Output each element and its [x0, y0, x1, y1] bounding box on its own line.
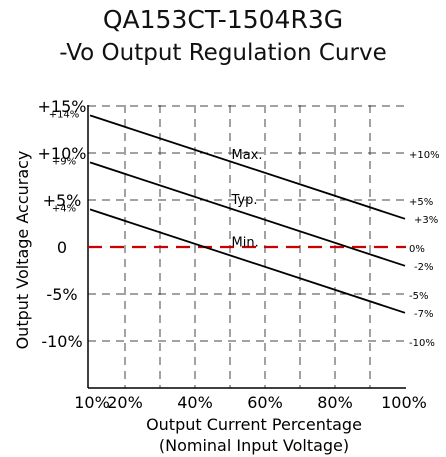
y-minor-label: +14% [49, 109, 80, 120]
series-label-min: Min. [232, 235, 259, 250]
right-minor-label: -7% [414, 309, 433, 320]
series-label-max: Max. [232, 148, 263, 163]
right-tick-labels: +10% +5% 0% -5% -10% +3% -2% -7% [409, 150, 440, 349]
y-tick-label: +10% [38, 144, 87, 163]
right-tick-label: 0% [409, 244, 425, 255]
y-tick-label: 0 [57, 238, 67, 257]
x-tick-label: 80% [317, 393, 353, 412]
x-tick-label: 10% [74, 393, 110, 412]
x-axis-sublabel: (Nominal Input Voltage) [159, 436, 349, 455]
x-tick-label: 60% [247, 393, 283, 412]
right-tick-label: +5% [409, 197, 433, 208]
series-line-min [89, 208, 406, 314]
series-label-typ: Typ. [231, 193, 258, 208]
y-tick-label: -5% [46, 285, 77, 304]
right-minor-label: +3% [414, 215, 438, 226]
right-minor-label: -2% [414, 262, 433, 273]
y-tick-label: -10% [41, 332, 82, 351]
right-tick-label: -5% [409, 291, 428, 302]
y-tick-label: +5% [43, 191, 82, 210]
right-tick-label: +10% [409, 150, 440, 161]
series-line-typ [89, 161, 406, 267]
x-tick-label: 20% [107, 393, 143, 412]
chart-title: QA153CT-1504R3G [103, 5, 343, 34]
y-tick-label: +15% [38, 97, 87, 116]
y-minor-label: +4% [52, 203, 76, 214]
left-tick-labels: +15% +10% +5% 0 -5% -10% +14% +9% +4% [38, 97, 87, 351]
series-layer: Max. Typ. Min. [89, 114, 406, 314]
x-axis-label: Output Current Percentage [146, 415, 362, 434]
y-minor-label: +9% [52, 156, 76, 167]
chart-subtitle: -Vo Output Regulation Curve [59, 40, 386, 66]
right-tick-label: -10% [409, 338, 435, 349]
series-line-max [89, 114, 406, 220]
x-tick-label: 100% [381, 393, 427, 412]
x-tick-label: 40% [177, 393, 213, 412]
x-tick-labels: 10%20% 40% 60% 80% 100% [74, 393, 427, 412]
y-axis-label: Output Voltage Accuracy [13, 151, 32, 350]
